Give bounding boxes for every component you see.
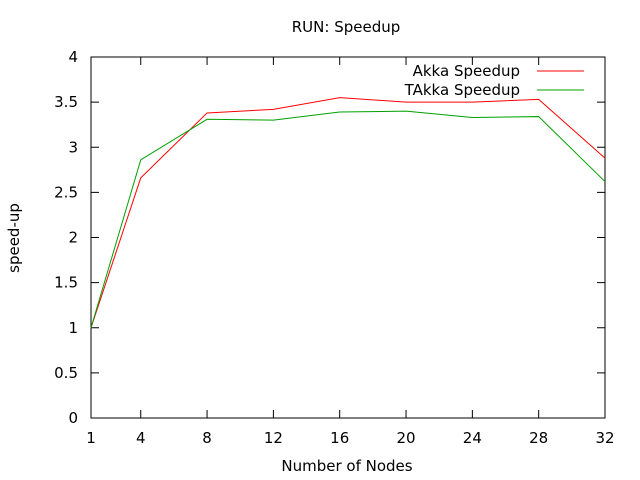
chart-title: RUN: Speedup: [292, 18, 401, 36]
series-line-2: [90, 110, 606, 328]
x-tick-label: 16: [330, 429, 349, 447]
legend-label: TAkka Speedup: [404, 81, 520, 99]
x-axis-label: Number of Nodes: [281, 457, 412, 475]
x-tick-label: 24: [463, 429, 482, 447]
legend-label: Akka Speedup: [413, 62, 520, 80]
series-line-1: [90, 97, 606, 328]
axis-ticks: 1 4 8 12 16 20 24 28 32 0 0.5 1 1.5 2 2.5 3 3.5 4: [54, 48, 614, 447]
x-tick-label: 28: [529, 429, 548, 447]
x-tick-label: 20: [396, 429, 415, 447]
y-tick-label: 3: [68, 138, 78, 156]
y-tick-label: 3.5: [54, 93, 78, 111]
y-tick-label: 2.5: [54, 183, 78, 201]
series-lines: [90, 97, 606, 328]
plot-frame: [90, 56, 606, 419]
y-tick-label: 2: [68, 229, 78, 247]
y-tick-label: 4: [68, 48, 78, 66]
y-tick-label: 0: [68, 409, 78, 427]
y-axis-label: speed-up: [5, 203, 23, 273]
y-tick-label: 1: [68, 319, 78, 337]
x-tick-label: 12: [264, 429, 283, 447]
x-tick-label: 32: [595, 429, 614, 447]
y-tick-label: 1.5: [54, 274, 78, 292]
x-tick-label: 1: [86, 429, 96, 447]
y-tick-label: 0.5: [54, 364, 78, 382]
x-tick-label: 8: [202, 429, 212, 447]
x-tick-label: 4: [136, 429, 146, 447]
